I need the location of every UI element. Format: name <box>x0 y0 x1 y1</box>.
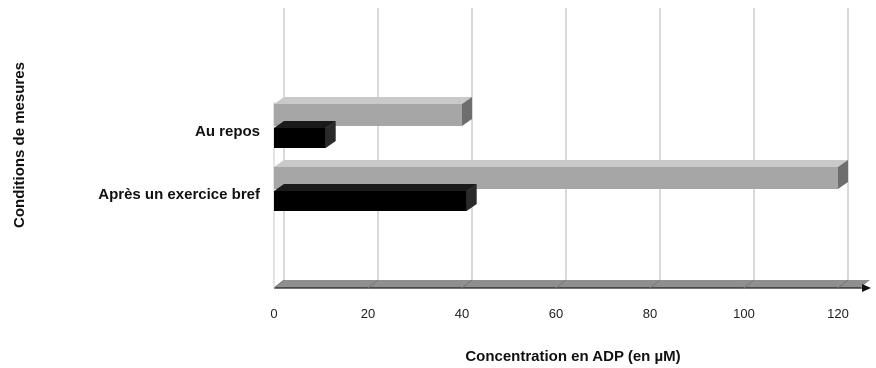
bar-top-face <box>274 184 477 191</box>
bar-series-1 <box>274 160 848 189</box>
x-tick-labels: 0 20 40 60 80 100 120 <box>270 306 848 321</box>
bar-side-face <box>325 121 336 148</box>
x-tick-label: 100 <box>733 306 755 321</box>
x-tick-label: 60 <box>549 306 563 321</box>
bar-series-1 <box>274 97 472 126</box>
bars <box>274 97 848 211</box>
floor-tick <box>649 279 661 289</box>
bar-top-face <box>274 160 848 167</box>
bar-top-face <box>274 97 472 104</box>
x-axis-label: Concentration en ADP (en µM) <box>465 348 680 365</box>
floor-tick <box>743 279 755 289</box>
category-labels: Au repos Après un exercice bref <box>98 123 261 203</box>
bar-front-face <box>274 104 462 126</box>
x-tick-label: 80 <box>643 306 657 321</box>
floor-tick <box>367 279 379 289</box>
floor-tick <box>837 279 849 289</box>
x-tick-label: 20 <box>361 306 375 321</box>
bar-front-face <box>274 128 326 148</box>
category-label: Au repos <box>195 123 260 140</box>
x-axis-arrow-icon <box>862 284 871 292</box>
y-axis-label: Conditions de mesures <box>11 62 28 228</box>
bar-side-face <box>462 97 472 126</box>
x-tick-label: 0 <box>270 306 277 321</box>
bar-series-2 <box>274 184 477 211</box>
floor-tick <box>273 279 285 289</box>
floor-plane <box>274 280 870 288</box>
x-tick-label: 120 <box>827 306 849 321</box>
bar-side-face <box>466 184 477 211</box>
x-tick-label: 40 <box>455 306 469 321</box>
floor-tick <box>461 279 473 289</box>
bar-front-face <box>274 167 838 189</box>
gridlines <box>273 8 849 289</box>
category-label: Après un exercice bref <box>98 186 261 203</box>
bar-side-face <box>838 160 848 189</box>
bar-front-face <box>274 191 467 211</box>
floor-tick <box>555 279 567 289</box>
bar-series-2 <box>274 121 336 148</box>
bar-top-face <box>274 121 336 128</box>
chart-floor <box>274 280 871 292</box>
